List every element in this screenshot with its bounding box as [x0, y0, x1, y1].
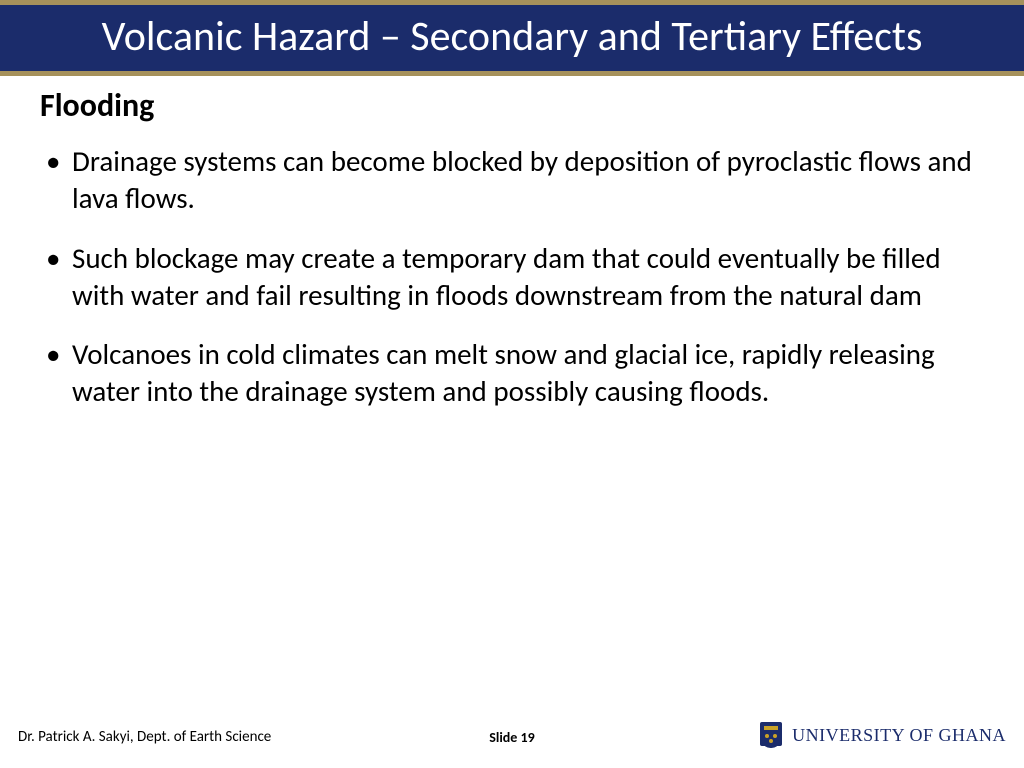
- university-crest-icon: [758, 720, 784, 750]
- slide-title: Volcanic Hazard – Secondary and Tertiary…: [20, 13, 1004, 61]
- bullet-item: Volcanoes in cold climates can melt snow…: [40, 336, 984, 410]
- footer: Dr. Patrick A. Sakyi, Dept. of Earth Sci…: [0, 706, 1024, 746]
- bullet-item: Such blockage may create a temporary dam…: [40, 240, 984, 314]
- footer-slide-number: Slide 19: [489, 729, 534, 746]
- footer-author: Dr. Patrick A. Sakyi, Dept. of Earth Sci…: [18, 728, 271, 746]
- content-area: Flooding Drainage systems can become blo…: [0, 76, 1024, 768]
- bullet-item: Drainage systems can become blocked by d…: [40, 143, 984, 217]
- subheading: Flooding: [40, 86, 984, 125]
- title-bar: Volcanic Hazard – Secondary and Tertiary…: [0, 5, 1024, 71]
- slide: Volcanic Hazard – Secondary and Tertiary…: [0, 0, 1024, 768]
- institution-name: UNIVERSITY OF GHANA: [792, 725, 1006, 746]
- footer-institution: UNIVERSITY OF GHANA: [758, 720, 1006, 750]
- bullet-list: Drainage systems can become blocked by d…: [40, 143, 984, 410]
